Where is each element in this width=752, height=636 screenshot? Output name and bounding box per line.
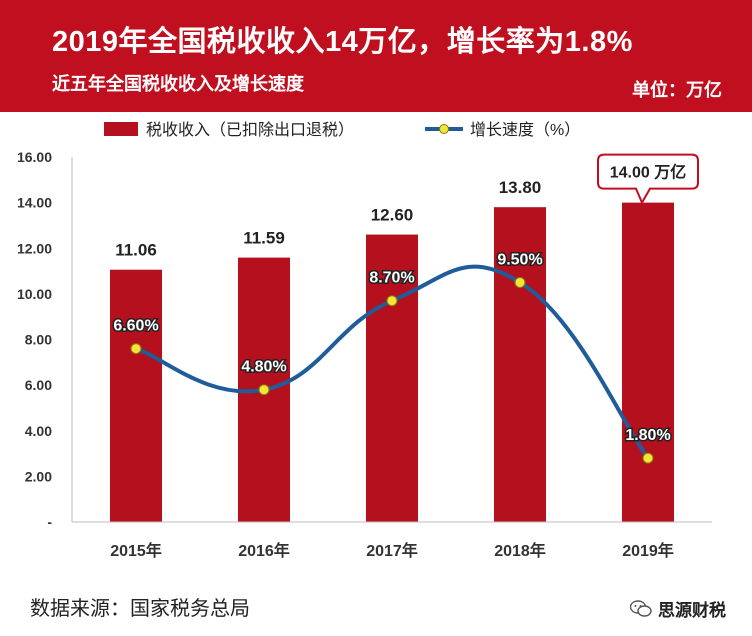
growth-point bbox=[514, 276, 526, 288]
y-tick-label: 2.00 bbox=[25, 468, 52, 484]
growth-value-label: 1.80% bbox=[625, 427, 670, 444]
y-tick-label: 4.00 bbox=[25, 423, 52, 439]
growth-value-label: 4.80% bbox=[241, 359, 286, 376]
callout-box bbox=[597, 153, 699, 205]
y-tick-label: 6.00 bbox=[25, 377, 52, 393]
bar bbox=[622, 202, 674, 522]
growth-point bbox=[130, 343, 142, 355]
growth-point bbox=[258, 384, 270, 396]
y-tick-label: - bbox=[47, 514, 52, 530]
legend-line-label: 增长速度（%） bbox=[470, 121, 580, 139]
y-tick-label: 10.00 bbox=[17, 286, 52, 302]
y-tick-label: 16.00 bbox=[17, 149, 52, 165]
y-tick-label: 8.00 bbox=[25, 332, 52, 348]
header-banner: 2019年全国税收收入14万亿，增长率为1.8% 近五年全国税收收入及增长速度 … bbox=[0, 0, 752, 112]
growth-point bbox=[642, 452, 654, 464]
x-tick-label: 2018年 bbox=[494, 541, 546, 560]
y-tick-label: 12.00 bbox=[17, 240, 52, 256]
brand-name: 思源财税 bbox=[658, 601, 726, 620]
legend-bar-label: 税收收入（已扣除出口退税） bbox=[146, 121, 354, 139]
bar bbox=[366, 234, 418, 522]
bar bbox=[494, 207, 546, 522]
x-tick-label: 2016年 bbox=[238, 541, 290, 560]
bar-value-label: 12.60 bbox=[371, 206, 414, 225]
tax-revenue-chart: 税收收入（已扣除出口退税） 增长速度（%） 16.00 14.00 12.00 10.0… bbox=[17, 121, 712, 560]
wechat-icon bbox=[630, 599, 652, 617]
brand-watermark: 思源财税 bbox=[630, 596, 726, 621]
y-tick-label: 14.00 bbox=[17, 195, 52, 211]
bar-value-label: 13.80 bbox=[499, 178, 542, 197]
x-tick-label: 2017年 bbox=[366, 541, 418, 560]
x-axis: 2015年 2016年 2017年 2018年 2019年 bbox=[72, 521, 712, 560]
page-title: 2019年全国税收收入14万亿，增长率为1.8% bbox=[52, 26, 633, 58]
y-axis: 16.00 14.00 12.00 10.00 8.00 6.00 4.00 2.00 - bbox=[17, 149, 73, 530]
bar bbox=[110, 269, 162, 522]
growth-value-label: 8.70% bbox=[369, 270, 414, 287]
chart-legend: 税收收入（已扣除出口退税） 增长速度（%） bbox=[104, 121, 580, 139]
data-source: 数据来源：国家税务总局 bbox=[30, 598, 250, 620]
legend-line-marker bbox=[439, 124, 449, 134]
chart-subtitle: 近五年全国税收收入及增长速度 bbox=[52, 74, 304, 94]
bar-value-labels: 11.06 11.59 12.60 13.80 14.00 万亿 bbox=[115, 153, 699, 260]
x-tick-label: 2019年 bbox=[622, 541, 674, 560]
growth-value-label: 6.60% bbox=[113, 318, 158, 335]
legend-bar-swatch bbox=[104, 122, 138, 136]
growth-value-label: 9.50% bbox=[497, 251, 542, 268]
growth-value-labels: 6.60% 4.80% 8.70% 9.50% 1.80% bbox=[112, 250, 672, 446]
bar-value-label: 11.59 bbox=[243, 229, 285, 248]
bar-value-label: 14.00 万亿 bbox=[610, 163, 687, 182]
x-tick-label: 2015年 bbox=[110, 541, 162, 560]
bar-value-label: 11.06 bbox=[115, 241, 157, 260]
growth-point bbox=[386, 295, 398, 307]
unit-label: 单位：万亿 bbox=[632, 80, 722, 100]
growth-line-series bbox=[130, 264, 654, 464]
